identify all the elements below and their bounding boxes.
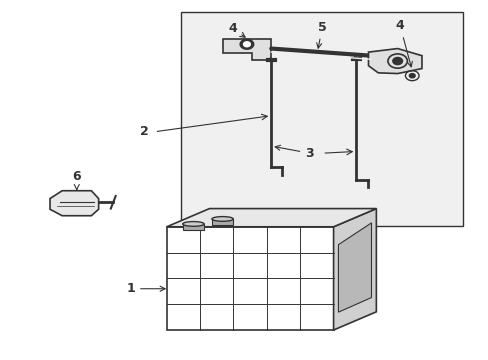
Circle shape: [243, 42, 250, 47]
Text: 4: 4: [227, 22, 244, 37]
Circle shape: [392, 58, 402, 64]
Text: 3: 3: [275, 145, 313, 160]
Bar: [211, 219, 233, 225]
Polygon shape: [368, 49, 421, 73]
Bar: [183, 224, 203, 230]
Text: 6: 6: [72, 170, 81, 189]
Text: 5: 5: [316, 21, 326, 48]
Ellipse shape: [211, 217, 233, 221]
Text: 4: 4: [395, 19, 411, 67]
Polygon shape: [333, 208, 376, 330]
Polygon shape: [50, 191, 99, 216]
Text: 1: 1: [126, 282, 165, 295]
Circle shape: [240, 39, 253, 49]
Text: 2: 2: [140, 125, 149, 138]
Polygon shape: [338, 223, 371, 312]
Circle shape: [408, 73, 414, 78]
Polygon shape: [222, 39, 271, 60]
Polygon shape: [166, 208, 376, 227]
Ellipse shape: [183, 222, 203, 226]
Bar: [181, 12, 462, 226]
Bar: [166, 227, 333, 330]
